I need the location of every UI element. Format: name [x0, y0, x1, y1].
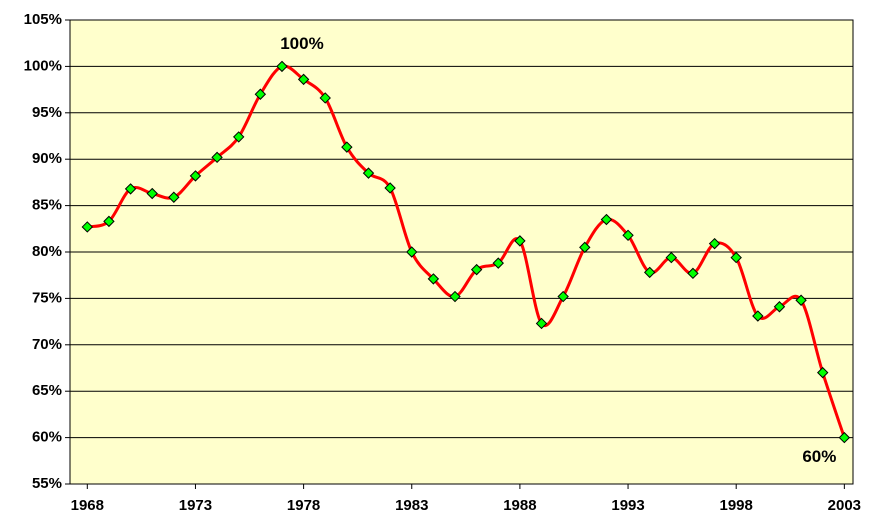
marker	[146, 187, 158, 200]
marker	[81, 221, 94, 233]
marker	[124, 183, 137, 195]
y-tick-label: 65%	[32, 382, 62, 399]
marker	[470, 263, 483, 276]
marker	[795, 294, 807, 306]
y-tick-label: 85%	[32, 197, 62, 214]
x-tick-label: 1993	[611, 497, 644, 514]
marker	[103, 215, 115, 228]
marker	[254, 88, 267, 100]
marker	[708, 237, 721, 250]
y-tick-label: 70%	[32, 336, 62, 353]
marker	[535, 317, 548, 330]
marker	[687, 267, 699, 280]
plot-border	[69, 19, 854, 485]
marker	[665, 251, 678, 264]
marker	[189, 170, 202, 182]
x-tick-label: 1998	[720, 497, 753, 514]
x-tick-label: 1978	[287, 497, 320, 514]
y-tick-label: 105%	[24, 11, 62, 28]
marker	[579, 241, 591, 254]
marker	[492, 257, 504, 269]
marker	[297, 73, 310, 86]
marker	[211, 151, 223, 164]
marker	[362, 167, 375, 179]
y-tick-label: 60%	[32, 429, 62, 446]
marker	[643, 266, 656, 279]
marker	[449, 290, 461, 303]
x-tick-label: 2003	[828, 497, 861, 514]
marker	[730, 251, 742, 264]
marker	[752, 310, 764, 322]
marker	[817, 366, 829, 379]
marker	[773, 301, 786, 313]
marker	[341, 141, 353, 153]
marker	[168, 191, 180, 203]
y-tick-label: 100%	[24, 57, 62, 74]
y-tick-label: 80%	[32, 243, 62, 260]
x-tick-label: 1988	[503, 497, 536, 514]
marker	[276, 60, 288, 73]
x-tick-label: 1968	[71, 497, 104, 514]
marker	[557, 290, 569, 303]
marker	[427, 273, 440, 285]
marker	[319, 92, 331, 104]
data-label: 60%	[802, 447, 836, 466]
data-label: 100%	[280, 34, 323, 53]
x-tick-label: 1983	[395, 497, 428, 514]
marker	[600, 213, 613, 226]
marker	[233, 131, 245, 143]
x-tick-label: 1973	[179, 497, 212, 514]
marker	[406, 246, 418, 258]
y-tick-label: 75%	[32, 289, 62, 306]
y-tick-label: 55%	[32, 475, 62, 492]
y-tick-label: 90%	[32, 150, 62, 167]
marker	[384, 182, 396, 194]
marker	[622, 229, 634, 242]
y-tick-label: 95%	[32, 104, 62, 121]
marker	[838, 431, 851, 444]
marker	[514, 235, 526, 247]
